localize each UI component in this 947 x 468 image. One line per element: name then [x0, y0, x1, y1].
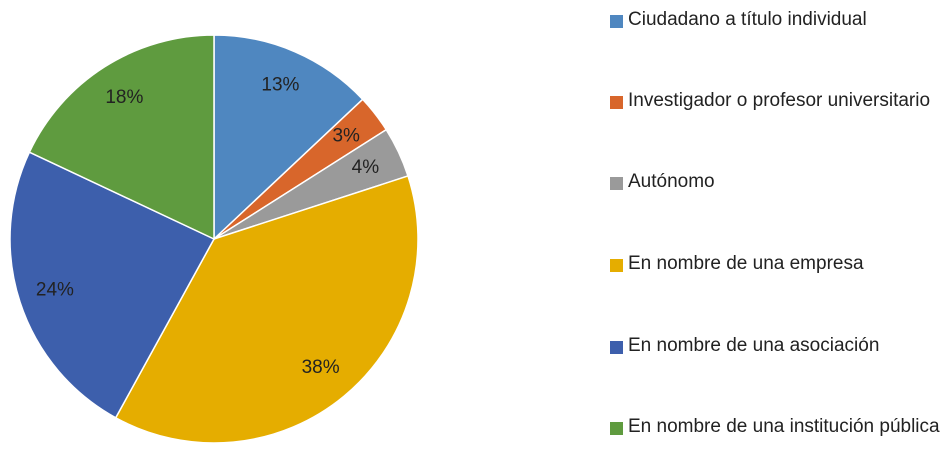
legend-label: En nombre de una empresa — [628, 253, 864, 274]
legend-item: En nombre de una empresa — [610, 253, 947, 279]
legend-item: Ciudadano a título individual — [610, 9, 947, 35]
data-label: 18% — [105, 87, 143, 108]
pie-slice — [213, 34, 364, 241]
legend-label: Ciudadano a título individual — [628, 9, 867, 30]
legend-item: Autónomo — [610, 171, 947, 197]
data-label: 24% — [36, 280, 74, 301]
data-label: 38% — [302, 357, 340, 378]
legend-swatch — [610, 15, 623, 28]
data-label: 13% — [261, 74, 299, 95]
legend-label: En nombre de una institución pública — [628, 416, 940, 437]
legend-swatch — [610, 341, 623, 354]
legend-label: Investigador o profesor universitario — [628, 90, 931, 111]
legend-item: Investigador o profesor universitario — [610, 90, 947, 116]
legend-swatch — [610, 96, 623, 109]
pie-slice — [9, 151, 216, 419]
legend-label: Autónomo — [628, 171, 715, 192]
data-label: 4% — [352, 157, 380, 178]
legend-item: En nombre de una institución pública — [610, 416, 947, 442]
legend-swatch — [610, 177, 623, 190]
legend-swatch — [610, 259, 623, 272]
legend-label: En nombre de una asociación — [628, 335, 880, 356]
legend-swatch — [610, 422, 623, 435]
pie-slice — [28, 34, 215, 241]
data-label: 3% — [332, 125, 360, 146]
legend-item: En nombre de una asociación — [610, 335, 947, 361]
pie-slice — [114, 175, 419, 444]
